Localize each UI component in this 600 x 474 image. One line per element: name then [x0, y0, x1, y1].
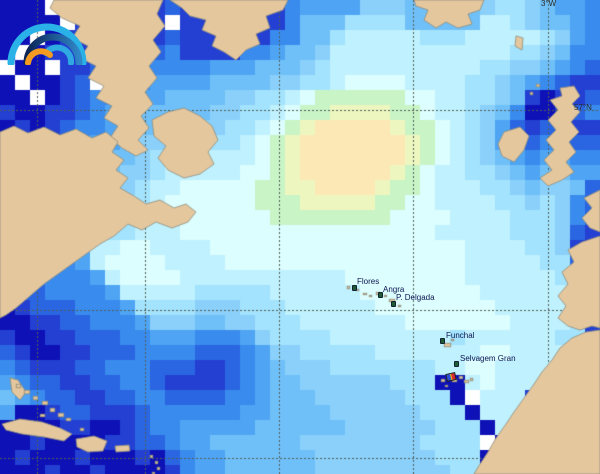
meteoblue-arcs-logo-icon	[7, 23, 87, 65]
place-label: Selvagem Gran	[460, 354, 516, 363]
place-marker-icon[interactable]	[378, 292, 383, 298]
latitude-grid-label: 57°N	[574, 103, 592, 112]
place-marker-icon[interactable]	[352, 285, 357, 291]
place-marker-icon[interactable]	[454, 361, 459, 367]
place-label: Funchal	[446, 331, 475, 340]
place-marker-icon[interactable]	[440, 338, 445, 344]
place-marker-icon[interactable]	[391, 301, 396, 307]
place-label: P. Delgada	[396, 293, 435, 302]
place-label: Angra	[383, 285, 405, 294]
place-label: Flores	[357, 277, 380, 286]
longitude-grid-label: 3°W	[541, 0, 557, 8]
